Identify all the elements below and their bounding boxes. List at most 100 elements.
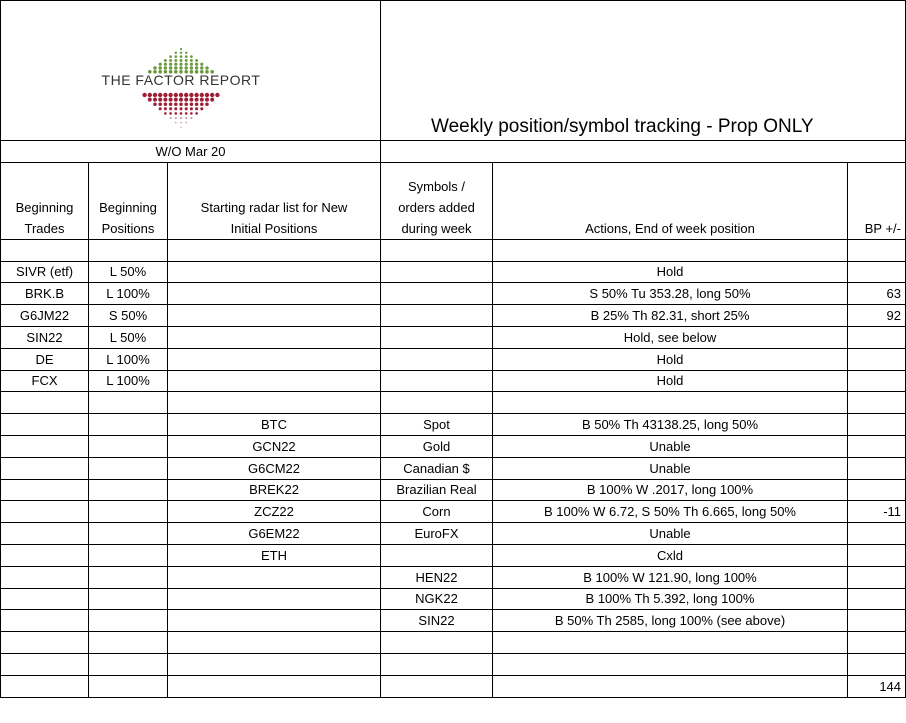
logo-cell: THE FACTOR REPORT: [0, 0, 381, 141]
logo-dot: [152, 92, 158, 98]
logo-dot: [173, 97, 178, 102]
logo-dot: [169, 107, 173, 111]
table-cell: [167, 347, 381, 371]
table-cell: B 100% W 121.90, long 100%: [492, 565, 848, 589]
logo-dot: [169, 62, 173, 66]
table-cell: Corn: [380, 500, 493, 524]
table-cell: [88, 587, 168, 611]
table-cell: [167, 652, 381, 676]
logo-dot: [189, 69, 194, 74]
logo-dot: [200, 66, 204, 70]
table-cell: [88, 391, 168, 415]
table-cell: [88, 238, 168, 262]
table-cell: [380, 391, 493, 415]
logo-dot: [189, 92, 194, 98]
logo-dot: [158, 69, 163, 74]
table-row: DE L 100% Hold: [0, 347, 906, 371]
table-cell: [492, 652, 848, 676]
table-row: FCX L 100% Hold: [0, 369, 906, 393]
table-cell: Unable: [492, 456, 848, 480]
table-cell: [380, 260, 493, 284]
table-cell: B 50% Th 2585, long 100% (see above): [492, 609, 848, 633]
logo-dot: [210, 97, 215, 102]
table-cell: [0, 413, 89, 436]
table-cell: [0, 609, 89, 633]
table-cell: Hold, see below: [492, 325, 848, 349]
table-cell: Brazilian Real: [380, 478, 493, 502]
logo-dot: [163, 92, 168, 98]
logo-dot: [199, 69, 204, 74]
logo-dot: [184, 97, 189, 102]
table-cell: SIN22: [380, 609, 493, 633]
table-cell: [88, 413, 168, 436]
column-header-line: Beginning: [15, 199, 74, 215]
logo-dot: [168, 69, 173, 74]
table-cell: [167, 674, 381, 698]
logo-dot: [174, 102, 178, 106]
table-row: [0, 391, 906, 415]
table-row: SIN22 B 50% Th 2585, long 100% (see above…: [0, 609, 906, 633]
table-cell: [846, 456, 906, 480]
table-row: [0, 631, 906, 654]
table-cell: HEN22: [380, 565, 493, 589]
table-cell: [0, 522, 89, 545]
logo-dot: [163, 69, 168, 74]
table-cell: [492, 674, 848, 698]
logo-dot: [179, 58, 183, 62]
logo-dot: [200, 62, 204, 66]
logo-dot: [179, 116, 183, 120]
logo-dot: [164, 112, 167, 115]
table-cell: [846, 260, 906, 284]
table-cell: Hold: [492, 260, 848, 284]
table-cell: [0, 674, 89, 698]
column-header-line: Trades: [24, 220, 65, 236]
table-cell: [0, 456, 89, 480]
logo-dot: [163, 66, 168, 70]
logo-dot: [195, 107, 199, 111]
table-cell: [492, 238, 848, 262]
table-cell: S 50% Tu 353.28, long 50%: [492, 282, 848, 306]
logo-dot: [174, 121, 177, 124]
logo-dot: [179, 55, 183, 58]
logo-dot: [153, 102, 157, 106]
table-cell: [846, 413, 906, 436]
logo-dot: [178, 92, 184, 98]
table-cell: SIVR (etf): [0, 260, 89, 284]
logo-dot: [163, 107, 167, 111]
column-header-line: Actions, End of week position: [585, 220, 755, 236]
table-cell: [88, 565, 168, 589]
logo-dot: [174, 116, 177, 120]
logo-dot: [200, 102, 204, 106]
logo-dot: [189, 62, 193, 66]
table-cell: [0, 652, 89, 676]
logo-dot: [147, 92, 152, 98]
logo-dot: [205, 97, 209, 102]
logo-dot: [189, 66, 194, 70]
logo-dot: [179, 69, 183, 74]
logo-dot: [199, 92, 204, 98]
logo-dot: [189, 97, 194, 102]
table-cell: [0, 543, 89, 567]
table-cell: L 100%: [88, 282, 168, 306]
logo-dot: [189, 58, 193, 62]
table-cell: [846, 434, 906, 458]
table-cell: [846, 587, 906, 611]
table-cell: [167, 369, 381, 393]
table-cell: [88, 456, 168, 480]
logo-dot: [168, 66, 173, 70]
table-row: 144: [0, 674, 906, 698]
table-cell: [88, 631, 168, 654]
table-cell: G6EM22: [167, 522, 381, 545]
logo-dot: [173, 69, 178, 74]
table-cell: [88, 500, 168, 524]
logo-dot: [184, 107, 188, 111]
table-cell: [846, 543, 906, 567]
table-row: BRK.B L 100% S 50% Tu 353.28, long 50% 63: [0, 282, 906, 306]
logo-dot: [190, 55, 193, 58]
logo-dot: [153, 69, 157, 74]
table-cell: [846, 347, 906, 371]
table-cell: S 50%: [88, 304, 168, 327]
table-cell: [380, 652, 493, 676]
table-cell: [0, 391, 89, 415]
logo-dot: [163, 102, 168, 106]
